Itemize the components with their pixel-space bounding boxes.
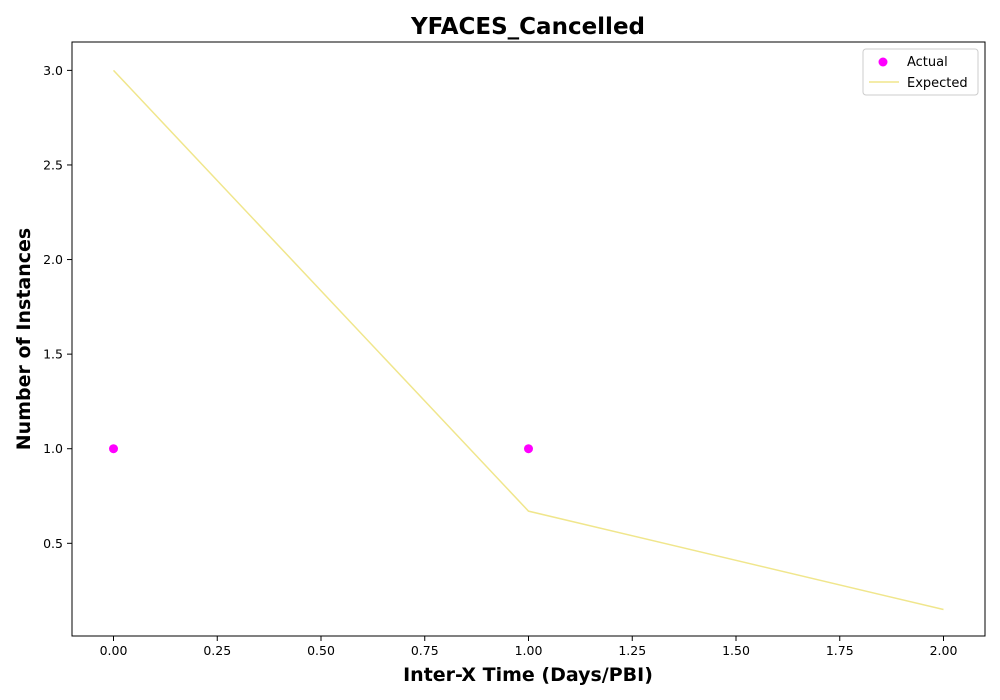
- y-axis-ticks: 0.5 1.0 1.5 2.0 2.5 3.0: [43, 63, 72, 551]
- expected-line: [112, 69, 944, 611]
- actual-point: [109, 444, 118, 454]
- x-tick-label: 1.25: [618, 643, 646, 658]
- plot-area: [71, 41, 986, 637]
- chart-title: YFACES_Cancelled: [410, 14, 645, 40]
- legend-expected-label: Expected: [907, 76, 968, 91]
- y-tick-label: 1.5: [43, 347, 63, 362]
- x-tick-label: 1.00: [515, 643, 543, 658]
- y-tick-label: 2.5: [43, 157, 63, 172]
- series-layer: [109, 69, 944, 611]
- x-tick-label: 0.75: [411, 643, 439, 658]
- x-tick-label: 1.75: [826, 643, 854, 658]
- legend-actual-label: Actual: [907, 55, 948, 70]
- legend: Actual Expected: [862, 48, 979, 96]
- x-axis-label: Inter-X Time (Days/PBI): [403, 664, 653, 686]
- y-tick-label: 3.0: [43, 63, 63, 78]
- x-tick-label: 2.00: [930, 643, 958, 658]
- y-tick-label: 1.0: [43, 441, 63, 456]
- y-tick-label: 0.5: [43, 536, 63, 551]
- x-tick-label: 1.50: [722, 643, 750, 658]
- legend-actual-marker: [878, 57, 888, 67]
- actual-point: [524, 444, 533, 454]
- y-axis-label: Number of Instances: [13, 228, 35, 450]
- x-tick-label: 0.25: [203, 643, 231, 658]
- x-tick-label: 0.00: [100, 643, 128, 658]
- x-axis-ticks: 0.00 0.25 0.50 0.75 1.00 1.25 1.50 1.75 2.00: [100, 636, 958, 658]
- y-tick-label: 2.0: [43, 252, 63, 267]
- x-tick-label: 0.50: [307, 643, 335, 658]
- legend-box: [862, 48, 979, 96]
